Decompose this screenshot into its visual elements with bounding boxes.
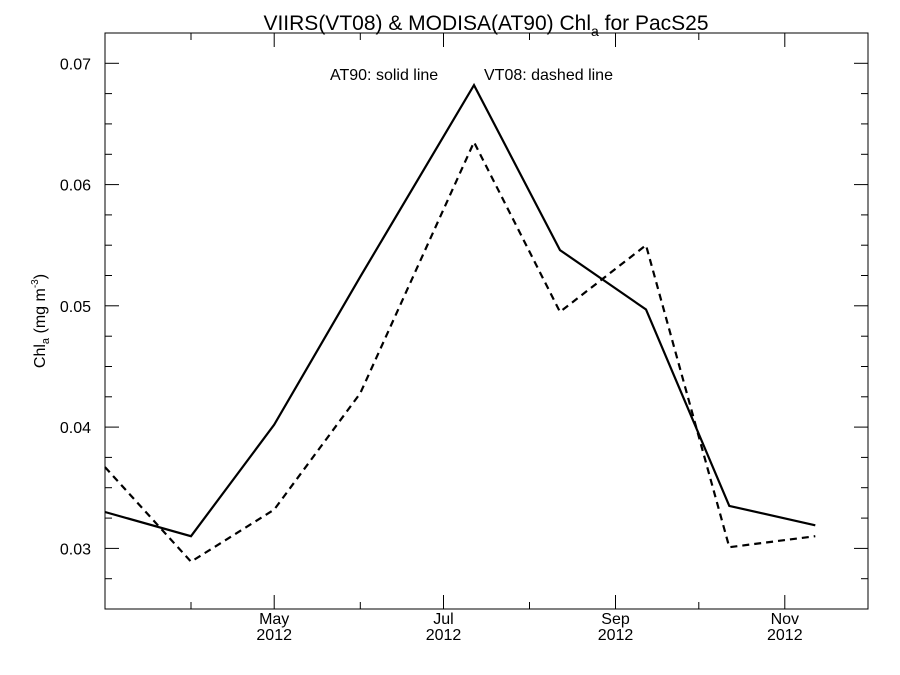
- plot-frame: [104, 32, 869, 610]
- annotation-dashed-line: VT08: dashed line: [484, 67, 613, 84]
- x-tick-label-year: 2012: [767, 627, 803, 644]
- x-tick-label-month: Nov: [771, 611, 799, 628]
- y-tick-label: 0.04: [60, 420, 91, 437]
- x-tick-label-year: 2012: [256, 627, 292, 644]
- x-tick-label-year: 2012: [598, 627, 634, 644]
- x-tick-label-month: May: [259, 611, 289, 628]
- y-tick-label: 0.05: [60, 299, 91, 316]
- series-group: [104, 82, 816, 564]
- y-axis-label: Chla (mg m-3): [30, 274, 52, 368]
- annotation-solid-line: AT90: solid line: [330, 67, 438, 84]
- series-line-vt08: [104, 139, 816, 564]
- x-tick-label-month: Jul: [433, 611, 453, 628]
- series-line-at90: [104, 82, 816, 538]
- tick-labels: 0.030.040.050.060.07May2012Jul2012Sep201…: [60, 56, 803, 644]
- y-tick-label: 0.06: [60, 178, 91, 195]
- y-tick-label: 0.07: [60, 56, 91, 73]
- chart-title: VIIRS(VT08) & MODISA(AT90) Chla for PacS…: [263, 12, 708, 39]
- x-tick-label-year: 2012: [426, 627, 462, 644]
- axis-ticks: [105, 32, 868, 610]
- y-tick-label: 0.03: [60, 541, 91, 558]
- x-tick-label-month: Sep: [601, 611, 630, 628]
